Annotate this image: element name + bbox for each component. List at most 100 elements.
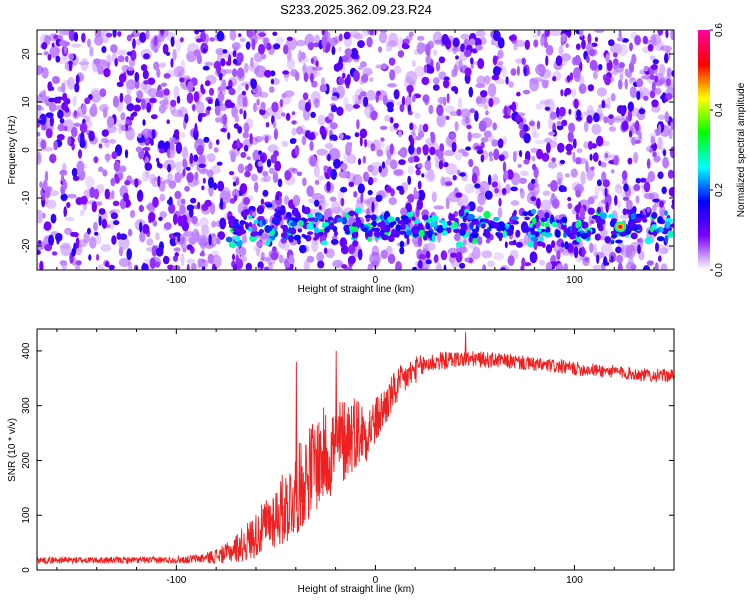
noise-speckle [659, 205, 666, 217]
noise-blob [117, 55, 125, 63]
signal-blob [421, 214, 429, 221]
noise-blob [482, 264, 487, 270]
noise-blob [116, 81, 124, 88]
noise-blob [138, 189, 142, 199]
signal-blob [555, 229, 561, 238]
noise-blob [393, 89, 400, 100]
noise-blob [94, 231, 99, 236]
noise-blob [144, 162, 153, 171]
noise-blob [119, 165, 127, 173]
noise-blob [105, 32, 113, 38]
signal-blob [239, 220, 247, 225]
noise-speckle [363, 198, 376, 203]
noise-blob [636, 78, 644, 88]
signal-blob [522, 211, 529, 217]
signal-blob [540, 217, 548, 223]
noise-blob [84, 97, 91, 105]
noise-blob [671, 70, 674, 77]
heatmap-marks [37, 30, 674, 270]
noise-blob [235, 258, 244, 270]
noise-speckle [571, 88, 577, 98]
signal-blob [307, 231, 314, 236]
signal-blob [429, 221, 438, 228]
noise-speckle [612, 64, 619, 70]
noise-blob [603, 116, 609, 124]
noise-blob [62, 180, 68, 191]
noise-blob [564, 87, 572, 96]
noise-blob [260, 101, 266, 111]
noise-blob [285, 112, 291, 121]
noise-speckle [67, 76, 75, 90]
noise-blob [176, 95, 181, 104]
noise-blob [477, 236, 483, 246]
signal-blob [544, 232, 553, 238]
noise-blob [110, 177, 116, 187]
noise-speckle [594, 30, 605, 33]
noise-blob [179, 204, 186, 215]
noise-blob [396, 185, 404, 191]
noise-blob [197, 258, 202, 269]
noise-blob [57, 123, 65, 132]
noise-blob [551, 198, 560, 209]
noise-blob [342, 72, 346, 79]
noise-speckle [487, 83, 497, 98]
noise-blob [156, 68, 161, 78]
noise-blob [357, 94, 362, 100]
noise-speckle [393, 65, 402, 74]
noise-blob [296, 171, 303, 177]
noise-blob [520, 265, 525, 270]
noise-blob [50, 213, 57, 224]
noise-blob [519, 177, 527, 184]
signal-blob [328, 222, 335, 229]
signal-blob [665, 221, 671, 229]
noise-blob [369, 30, 374, 36]
noise-speckle [600, 161, 607, 168]
noise-blob [477, 58, 485, 70]
noise-blob [193, 91, 200, 103]
noise-speckle [433, 205, 445, 210]
noise-blob [279, 98, 284, 108]
noise-blob [97, 64, 104, 75]
noise-blob [167, 148, 171, 159]
noise-speckle [303, 259, 310, 270]
noise-blob [376, 149, 384, 157]
noise-blob [443, 96, 447, 107]
noise-speckle [314, 34, 320, 43]
noise-blob [348, 244, 356, 255]
noise-blob [545, 261, 553, 270]
noise-speckle [483, 75, 491, 85]
noise-speckle [162, 96, 169, 110]
noise-speckle [366, 90, 376, 101]
noise-blob [219, 197, 224, 210]
noise-blob [426, 50, 431, 57]
noise-blob [88, 254, 92, 261]
noise-blob [402, 42, 407, 48]
noise-blob [243, 110, 247, 120]
signal-blob [269, 230, 275, 236]
noise-blob [45, 128, 53, 139]
noise-blob [424, 159, 432, 171]
signal-blob [406, 211, 414, 218]
colorbar-tick-label: 0.4 [714, 103, 725, 117]
snr-x-axis-label: Height of straight line (km) [298, 584, 415, 595]
noise-blob [445, 115, 450, 121]
noise-blob [180, 198, 186, 205]
signal-blob [384, 212, 389, 217]
noise-blob [357, 158, 362, 166]
noise-blob [558, 106, 566, 117]
noise-blob [476, 205, 484, 213]
noise-blob [274, 160, 282, 172]
noise-speckle [105, 153, 110, 163]
noise-blob [421, 76, 430, 86]
signal-peak [352, 226, 359, 232]
noise-blob [220, 128, 227, 132]
noise-blob [250, 78, 257, 90]
noise-blob [562, 30, 570, 33]
noise-speckle [514, 39, 526, 48]
noise-blob [184, 113, 189, 124]
noise-blob [331, 95, 338, 101]
noise-blob [630, 232, 638, 240]
noise-blob [640, 177, 647, 183]
noise-speckle [254, 135, 263, 143]
noise-blob [40, 124, 47, 131]
